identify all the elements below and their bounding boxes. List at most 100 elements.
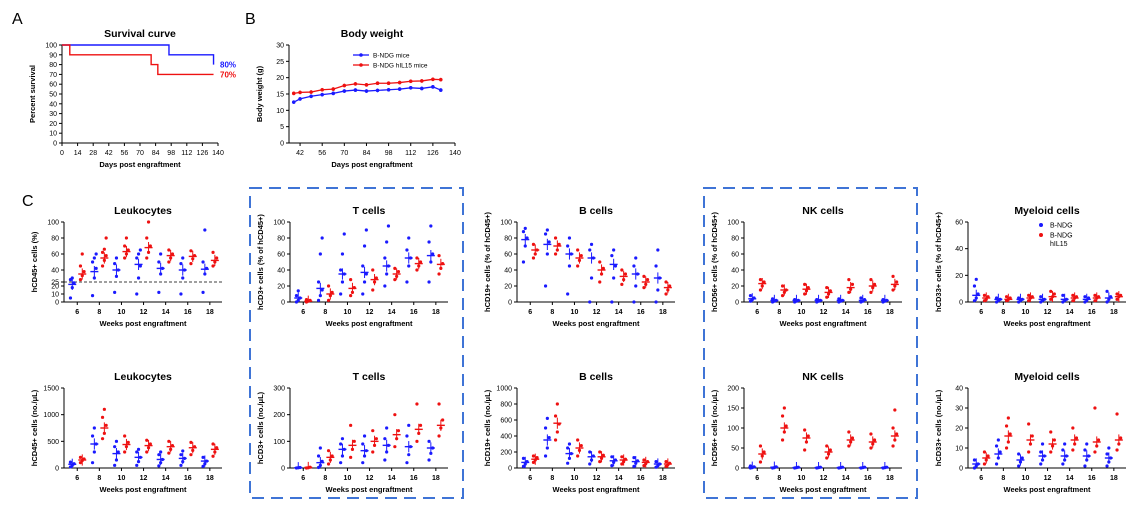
- x-tick-label: 18: [1110, 475, 1118, 482]
- y-tick-label: 25: [276, 59, 284, 66]
- x-tick-label: 10: [571, 309, 579, 316]
- data-point: [339, 268, 343, 272]
- x-tick-label: 12: [1044, 309, 1052, 316]
- legend-label-1b: hIL15: [1050, 241, 1068, 248]
- nk_pct-chart: 0 20 40 60 80 100 NK cells Weeks post engraftme…: [710, 205, 902, 328]
- data-point: [588, 450, 592, 454]
- data-point: [547, 436, 551, 440]
- weight-point: [320, 92, 325, 97]
- data-point: [869, 278, 873, 282]
- chart-title: Myeloid cells: [1014, 205, 1080, 217]
- data-point: [566, 461, 570, 465]
- weight-point: [438, 77, 443, 82]
- data-point: [610, 254, 614, 258]
- data-point: [431, 252, 435, 256]
- data-point: [1093, 450, 1097, 454]
- y-tick-label: 200: [500, 450, 512, 457]
- y-tick-label: 10: [955, 446, 963, 453]
- data-point: [620, 462, 624, 466]
- data-point: [167, 260, 171, 264]
- data-point: [589, 242, 594, 246]
- data-point: [1049, 430, 1053, 434]
- data-point: [872, 438, 877, 442]
- data-point: [123, 434, 127, 438]
- data-point: [869, 432, 873, 436]
- data-point: [201, 455, 205, 459]
- data-point: [407, 453, 411, 457]
- data-point: [211, 250, 215, 254]
- y-tick-label: 40: [51, 268, 59, 275]
- data-point: [847, 290, 851, 294]
- data-point: [656, 248, 660, 252]
- y-tick-label: 150: [727, 406, 739, 413]
- data-point: [418, 423, 423, 427]
- data-point: [1061, 293, 1065, 297]
- x-tick-label: 8: [1001, 309, 1005, 316]
- x-tick-label: 8: [777, 309, 781, 316]
- data-point: [104, 423, 108, 427]
- legend-marker-1: [1039, 233, 1043, 237]
- data-point: [429, 260, 433, 264]
- x-tick-label: 8: [550, 475, 554, 482]
- data-point: [598, 450, 602, 454]
- data-point: [803, 292, 807, 296]
- data-point: [215, 446, 219, 450]
- x-axis-label: Weeks post engraftment: [100, 485, 187, 494]
- data-point: [588, 462, 592, 466]
- data-point: [393, 445, 397, 449]
- data-point: [974, 277, 978, 281]
- data-point: [418, 260, 423, 264]
- data-point: [579, 444, 583, 448]
- y-tick-label: 80: [49, 62, 57, 69]
- x-tick-label: 16: [1088, 309, 1096, 316]
- y-tick-label: 50: [731, 446, 739, 453]
- y-tick-label: 0: [508, 300, 512, 307]
- data-point: [634, 284, 638, 288]
- data-point: [972, 458, 977, 462]
- data-point: [80, 252, 84, 256]
- chart-title: Body weight: [341, 28, 404, 40]
- y-tick-label: 60: [277, 252, 285, 259]
- data-point: [437, 254, 441, 258]
- data-point: [203, 228, 207, 232]
- data-point: [437, 434, 441, 438]
- y-tick-label: 100: [727, 220, 739, 227]
- data-point: [326, 462, 331, 466]
- data-point: [547, 240, 551, 244]
- data-point: [170, 252, 175, 256]
- y-tick-label: 20: [277, 284, 285, 291]
- data-point: [758, 460, 763, 464]
- x-tick-label: 12: [366, 475, 374, 482]
- data-point: [135, 292, 139, 296]
- data-point: [349, 278, 353, 282]
- data-point: [135, 256, 139, 260]
- y-tick-label: 60: [955, 220, 963, 227]
- x-tick-label: 14: [842, 309, 850, 316]
- y-tick-label: 0: [735, 300, 739, 307]
- data-point: [361, 264, 365, 268]
- data-point: [181, 449, 185, 453]
- data-point: [632, 456, 636, 460]
- data-point: [405, 461, 409, 465]
- data-point: [1008, 432, 1012, 436]
- y-tick-label: 1000: [496, 386, 512, 393]
- data-point: [668, 284, 672, 288]
- y-axis-label: hCD33+ cells (no./μL): [934, 389, 943, 466]
- x-tick-label: 56: [318, 150, 326, 157]
- x-tick-label: 12: [593, 475, 601, 482]
- data-point: [1105, 289, 1109, 293]
- data-point: [859, 296, 863, 300]
- data-point: [114, 458, 119, 462]
- data-point: [427, 458, 431, 462]
- x-tick-label: 14: [162, 475, 170, 482]
- data-point: [316, 280, 321, 284]
- data-point: [90, 294, 95, 298]
- y-tick-label: 200: [727, 386, 739, 393]
- data-point: [405, 280, 409, 284]
- data-point: [113, 290, 117, 294]
- data-point: [94, 266, 98, 270]
- blue-dashed-box-nk-cells: [703, 187, 918, 499]
- data-point: [850, 436, 855, 440]
- x-tick-label: 16: [184, 475, 192, 482]
- data-point: [994, 444, 999, 448]
